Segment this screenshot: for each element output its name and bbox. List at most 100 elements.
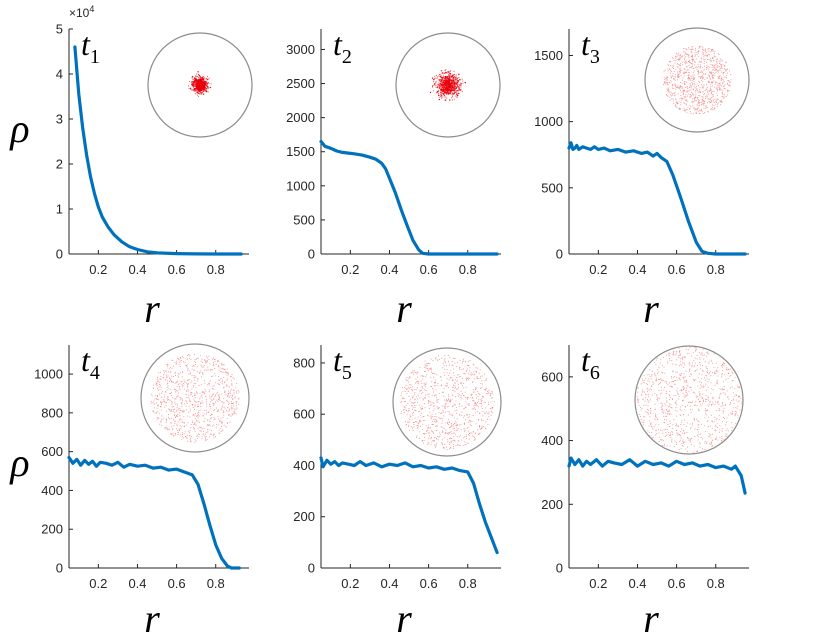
y-multiplier-base: ×10 (69, 6, 90, 20)
particle (693, 380, 695, 382)
particle (483, 426, 485, 428)
particle (718, 88, 720, 91)
particle (450, 86, 452, 88)
particle (171, 367, 173, 369)
particle (201, 366, 203, 368)
particle (438, 436, 440, 438)
particle (474, 412, 476, 414)
particle (692, 113, 695, 115)
y-tick-label: 400 (541, 433, 563, 448)
particle (231, 396, 233, 398)
particle (221, 364, 223, 366)
particle (705, 414, 707, 416)
particle (191, 75, 194, 78)
particle (217, 382, 219, 384)
particle (197, 404, 199, 406)
particle (414, 417, 416, 419)
particle (163, 372, 165, 374)
particle (449, 90, 452, 92)
particle (475, 394, 477, 396)
particle (408, 395, 410, 398)
particle (677, 55, 679, 57)
particle (686, 100, 688, 102)
particle (203, 379, 205, 381)
particle (179, 420, 181, 422)
particle (220, 409, 222, 411)
particle (414, 393, 416, 395)
particle (215, 427, 217, 429)
particle (696, 52, 698, 54)
particle (654, 418, 656, 420)
particle (448, 396, 450, 398)
particle (726, 434, 728, 436)
particle (486, 418, 488, 420)
particle (177, 390, 179, 392)
particle (459, 84, 461, 86)
particle (453, 82, 456, 84)
particle (435, 413, 437, 415)
particle (170, 367, 172, 369)
particle (710, 97, 712, 99)
particle (465, 435, 467, 438)
particle (722, 97, 724, 99)
particle (702, 54, 704, 56)
particle (445, 69, 447, 71)
particle (225, 372, 227, 374)
particle (712, 101, 714, 103)
particle (684, 441, 686, 443)
particle (453, 417, 455, 419)
particle (709, 78, 711, 80)
particle (481, 425, 483, 427)
particle (711, 404, 713, 406)
particle (680, 97, 682, 99)
particle (689, 110, 691, 112)
particle (708, 47, 710, 50)
particle (170, 418, 172, 420)
particle (698, 50, 700, 53)
x-tick-label: 0.8 (207, 262, 225, 277)
particle (417, 394, 419, 396)
particle (695, 94, 697, 96)
particle (453, 375, 455, 377)
particle (690, 48, 692, 51)
particle (697, 102, 699, 104)
particle (211, 399, 213, 402)
particle (427, 415, 429, 417)
particle (182, 371, 184, 373)
particle (708, 68, 710, 70)
particle (231, 374, 233, 376)
particle (431, 369, 433, 371)
particle (461, 405, 463, 407)
particle (430, 367, 432, 369)
particle (690, 96, 692, 98)
particle (178, 359, 180, 361)
particle (716, 383, 718, 385)
particle (683, 72, 685, 74)
particle (646, 394, 648, 396)
particle (223, 401, 225, 403)
particle (696, 68, 698, 71)
particle (461, 361, 464, 363)
particle (712, 78, 714, 80)
particle (416, 387, 418, 389)
particle (683, 108, 685, 110)
particle (690, 402, 692, 404)
particle (233, 408, 235, 410)
particle (167, 386, 169, 388)
particle (198, 84, 200, 86)
particle (685, 103, 687, 105)
particle (678, 52, 680, 54)
particle (701, 45, 703, 48)
particle (691, 364, 693, 367)
particle (207, 87, 209, 89)
particle (637, 387, 639, 389)
particle (716, 94, 718, 97)
particle (699, 87, 701, 89)
particle (432, 401, 434, 404)
particle (734, 377, 736, 379)
x-axis-label: r (396, 286, 412, 331)
particle (708, 89, 711, 91)
particle (676, 103, 678, 105)
particle (430, 430, 432, 432)
particle (674, 88, 676, 90)
